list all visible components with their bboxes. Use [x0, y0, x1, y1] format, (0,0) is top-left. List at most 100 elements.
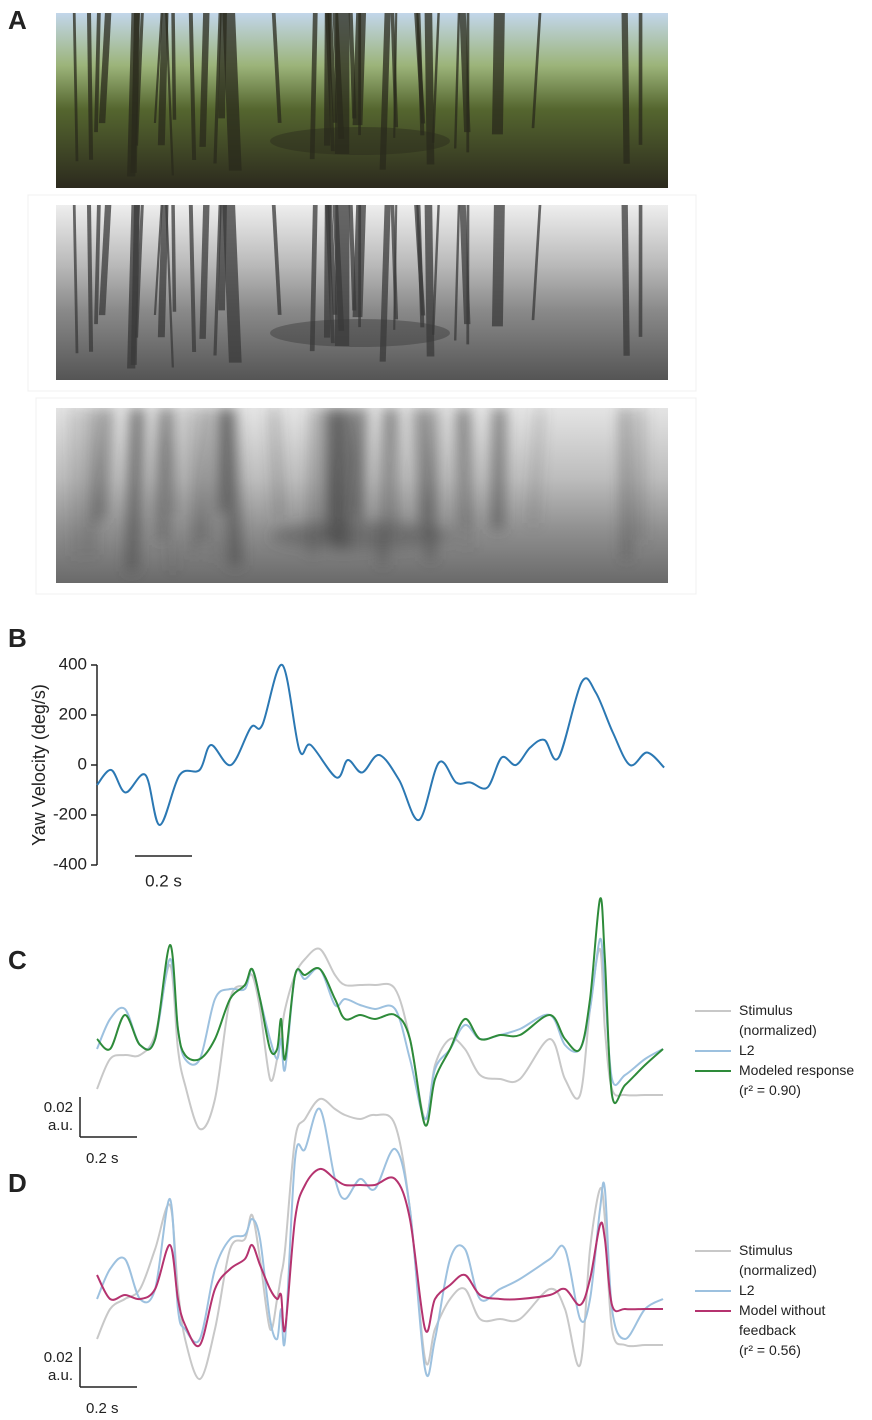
tree-trunk — [348, 408, 357, 514]
legend-entry: Stimulus (normalized) — [695, 1240, 849, 1280]
tree-trunk — [454, 13, 461, 149]
tree-trunk — [393, 408, 398, 533]
tree-trunk — [153, 408, 163, 519]
tree-trunk — [414, 408, 426, 519]
data-line — [96, 897, 664, 1127]
tree-trunk — [379, 13, 391, 170]
tree-trunk — [271, 13, 282, 123]
tree-trunk — [171, 205, 177, 312]
tree-trunk — [325, 408, 335, 547]
legend-entry: L2 — [695, 1280, 849, 1300]
tree-trunk — [188, 408, 197, 556]
tree-trunk — [271, 205, 282, 315]
tree-trunk — [459, 205, 471, 325]
tree-trunk — [454, 408, 461, 544]
legend-label: Model without feedback (r² = 0.56) — [739, 1302, 826, 1358]
tree-trunk — [424, 13, 435, 165]
legend-swatch — [695, 1010, 731, 1012]
tree-trunk — [188, 205, 197, 353]
legend-label: L2 — [739, 1282, 755, 1298]
tree-trunk — [638, 13, 643, 145]
tree-trunk — [157, 205, 169, 338]
y-tick-label: -400 — [53, 854, 87, 873]
tree-trunk — [188, 13, 197, 161]
legend-swatch — [695, 1290, 731, 1292]
tree-trunk — [130, 408, 141, 568]
grayscale-panorama — [56, 205, 668, 380]
tree-trunk — [86, 13, 94, 160]
legend-entry: L2 — [695, 1040, 872, 1060]
tree-trunk — [199, 408, 210, 542]
tree-trunk — [459, 408, 471, 528]
tree-trunk — [86, 408, 94, 555]
tree-trunk — [72, 205, 79, 354]
x-scale-bar-label: 0.2 s — [86, 1400, 119, 1417]
tree-trunk — [271, 408, 282, 518]
legend-swatch — [695, 1250, 731, 1252]
tree-trunk — [98, 13, 112, 124]
panel-label: C — [8, 945, 27, 975]
scale-bar-label: 0.2 s — [145, 871, 182, 890]
tree-trunk — [491, 205, 505, 327]
legend-swatch — [695, 1310, 731, 1312]
legend-entry: Model without feedback (r² = 0.56) — [695, 1300, 849, 1360]
tree-trunk — [171, 408, 177, 515]
tree-trunk — [431, 13, 440, 143]
y-tick-label: 400 — [59, 654, 87, 673]
legend-entry: Stimulus (normalized) — [695, 1000, 872, 1040]
tree-trunk — [414, 13, 426, 124]
tree-trunk — [325, 13, 335, 152]
color-panorama — [56, 13, 668, 188]
tree-trunk — [98, 408, 112, 519]
y-scale-bar-label: 0.02 a.u. — [43, 1099, 73, 1134]
tree-trunk — [153, 205, 163, 316]
tree-trunk — [222, 408, 242, 566]
y-axis-label: Yaw Velocity (deg/s) — [29, 684, 49, 846]
tree-trunk — [424, 408, 435, 560]
legend: Stimulus (normalized) L2 Modeled response … — [695, 1000, 872, 1100]
tree-trunk — [454, 205, 461, 341]
tree-trunk — [72, 13, 79, 162]
tree-trunk — [348, 205, 357, 311]
tree-trunk — [621, 205, 630, 356]
tree-trunk — [309, 205, 318, 352]
panel-label: A — [8, 5, 27, 35]
panel-label: B — [8, 623, 27, 653]
tree-trunk — [199, 13, 210, 147]
y-tick-label: 200 — [59, 704, 87, 723]
tree-trunk — [358, 408, 362, 531]
tree-trunk — [98, 205, 112, 316]
tree-trunk — [621, 408, 630, 559]
legend-entry: Modeled response (r² = 0.90) — [695, 1060, 872, 1100]
tree-trunk — [332, 408, 345, 534]
shadow — [270, 319, 450, 347]
tree-trunk — [309, 13, 318, 160]
tree-trunk — [157, 408, 169, 541]
legend: Stimulus (normalized) L2 Model without fee… — [695, 1240, 849, 1360]
image-frame — [35, 397, 697, 595]
tree-trunk — [414, 205, 426, 316]
tree-trunk — [431, 205, 440, 335]
tree-trunk — [638, 408, 643, 540]
tree-trunk — [130, 205, 141, 365]
image-frame — [27, 194, 697, 392]
blurred-panorama — [56, 408, 668, 583]
tree-trunk — [94, 408, 101, 528]
legend-swatch — [695, 1050, 731, 1052]
tree-trunk — [222, 205, 242, 363]
tree-trunk — [86, 205, 94, 352]
tree-trunk — [153, 13, 163, 124]
tree-trunk — [218, 408, 227, 514]
data-line — [96, 1167, 664, 1348]
panel-label: D — [8, 1168, 27, 1198]
tree-trunk — [325, 205, 335, 344]
tree-trunk — [459, 13, 471, 133]
tree-trunk — [332, 205, 345, 331]
tree-trunk — [379, 205, 391, 362]
legend-label: Stimulus (normalized) — [739, 1242, 817, 1278]
tree-trunk — [621, 13, 630, 164]
shadow — [270, 522, 450, 550]
tree-trunk — [638, 205, 643, 337]
tree-trunk — [94, 205, 101, 325]
